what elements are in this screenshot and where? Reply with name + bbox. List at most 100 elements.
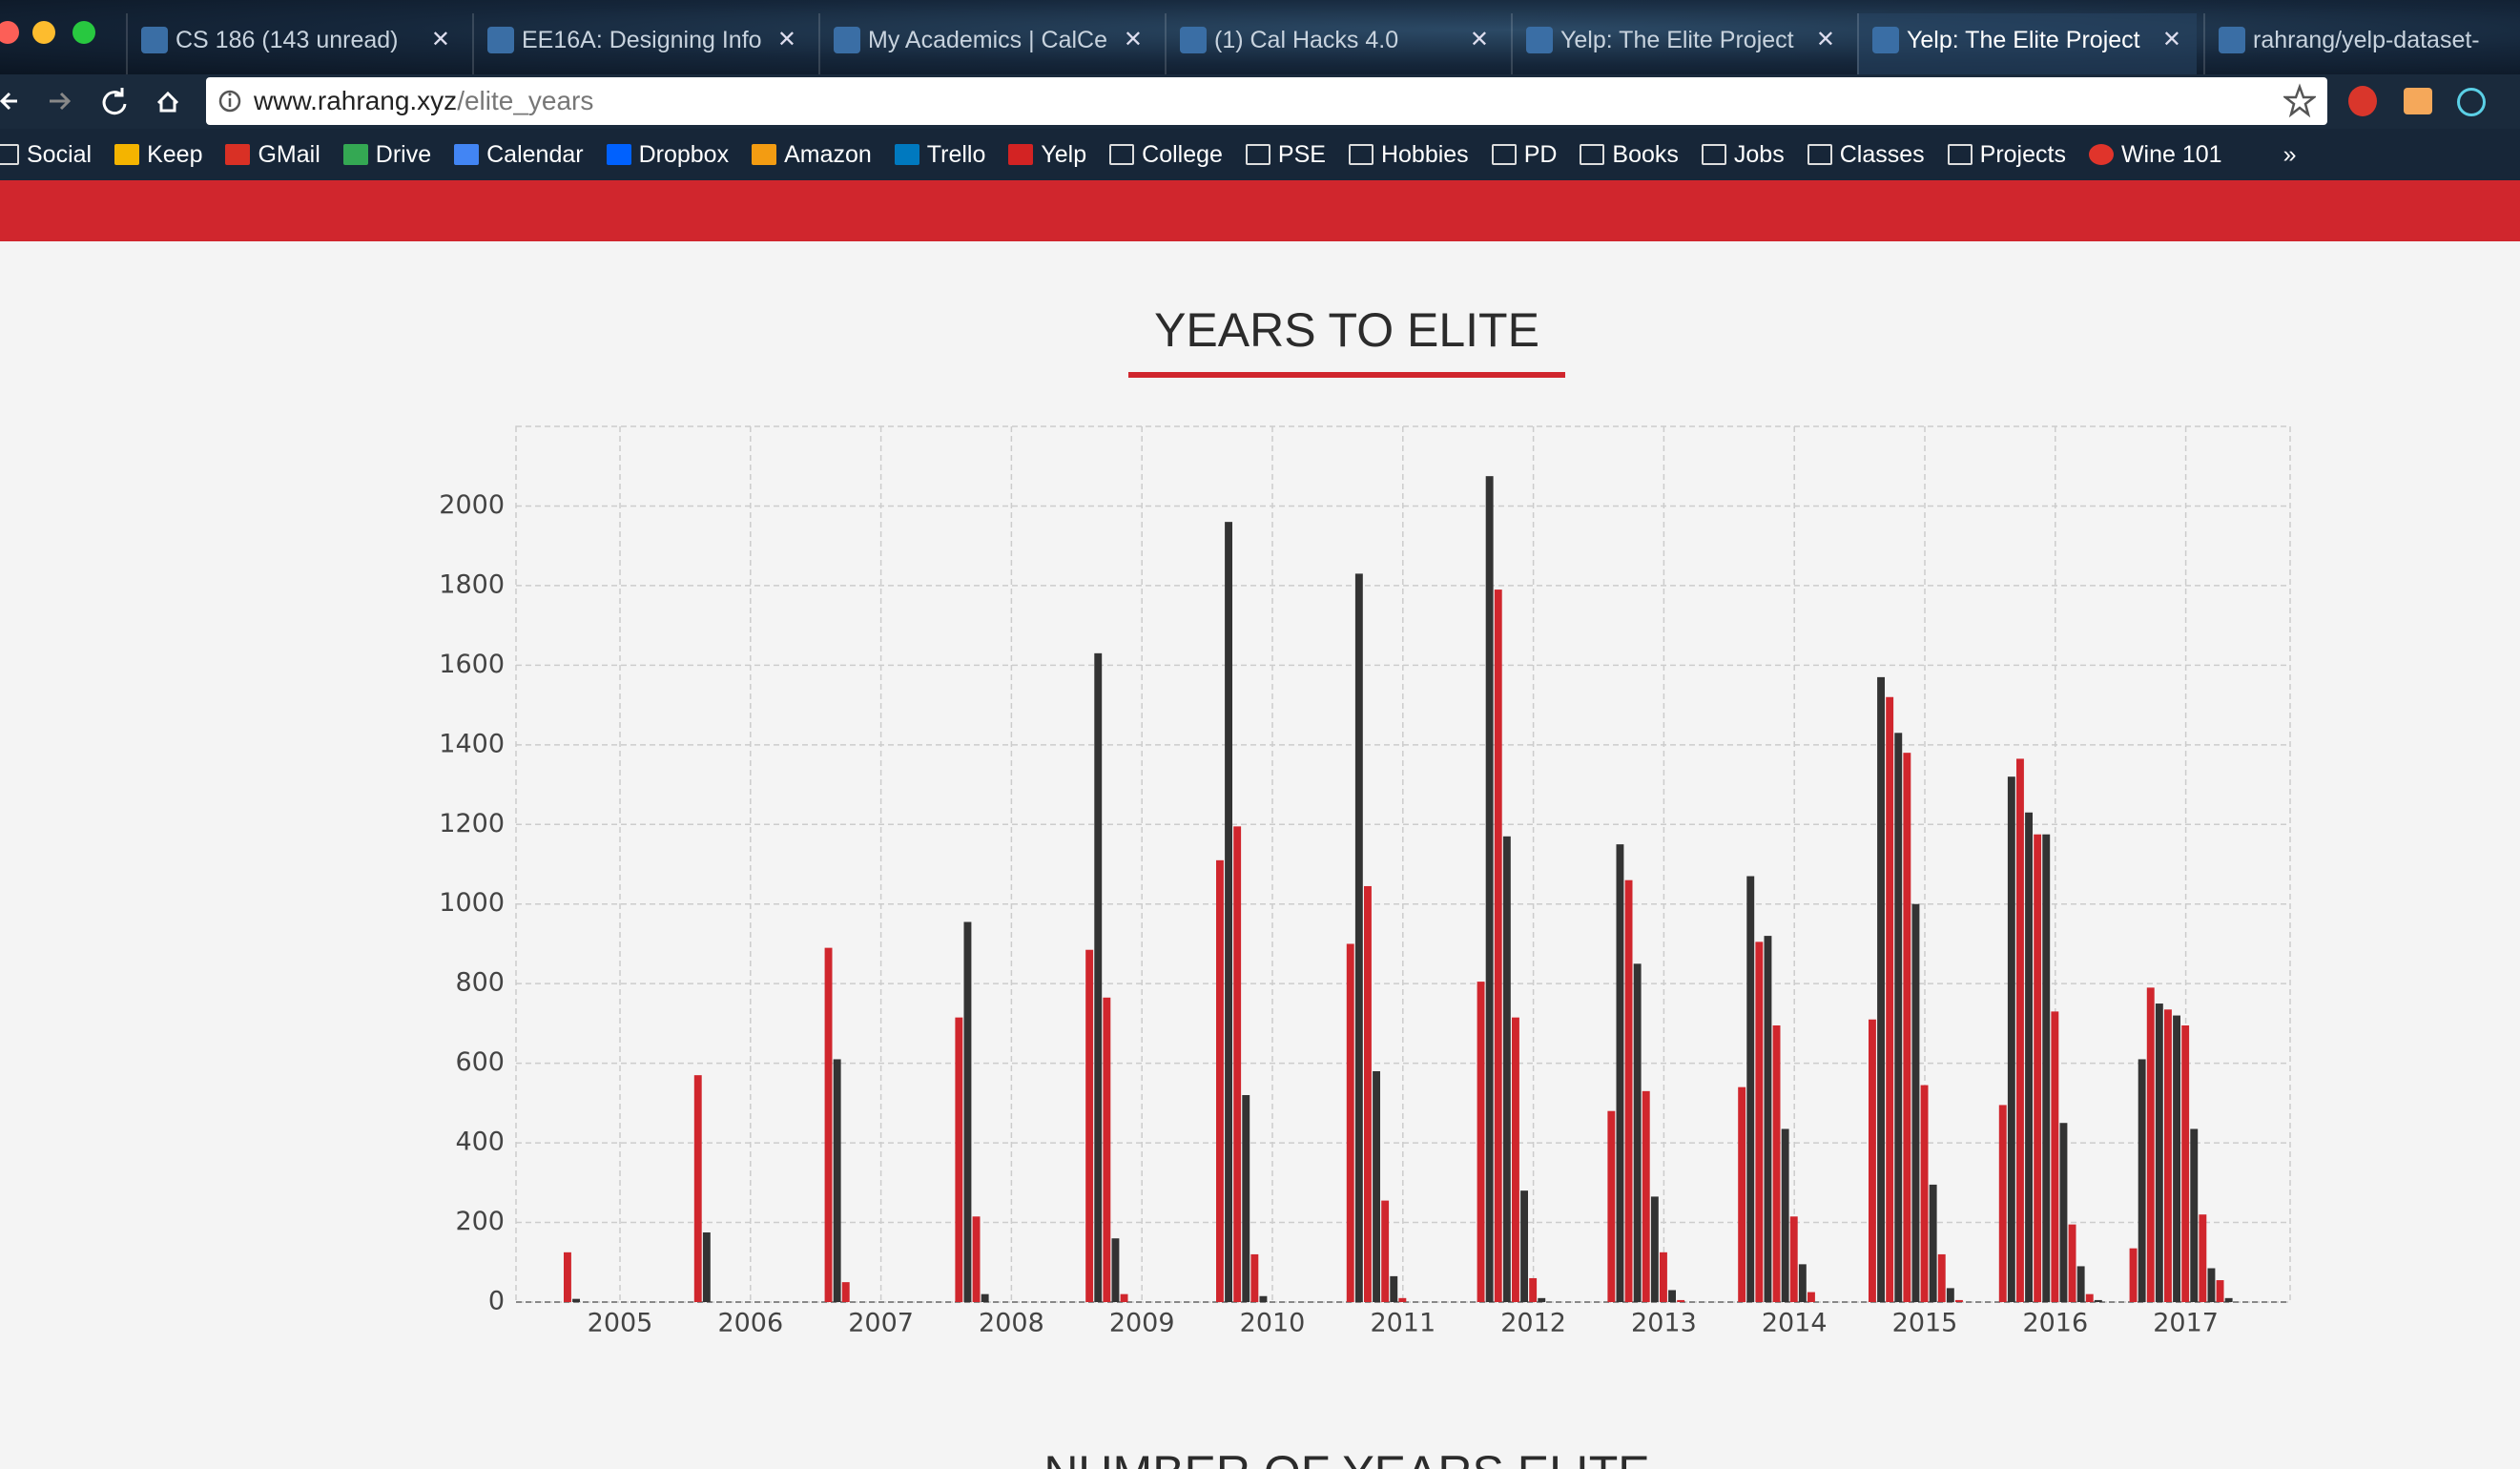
bookmark-icon bbox=[1701, 144, 1726, 165]
bar bbox=[1877, 676, 1885, 1302]
x-tick-label: 2013 bbox=[1631, 1309, 1697, 1338]
bar bbox=[1998, 1105, 2007, 1302]
tab-title: (1) Cal Hacks 4.0 bbox=[1214, 27, 1399, 53]
bookmark-label: Trello bbox=[926, 140, 986, 168]
bar bbox=[1624, 879, 1633, 1302]
tab[interactable]: Yelp: The Elite Project ✕ bbox=[1857, 13, 2197, 74]
section-title: NUMBER OF YEARS ELITE bbox=[1043, 1446, 1649, 1469]
bookmark[interactable]: GMail bbox=[225, 141, 320, 169]
bar bbox=[2190, 1128, 2199, 1302]
nav-buttons bbox=[0, 88, 179, 115]
tab[interactable]: My Academics | CalCe ✕ bbox=[818, 13, 1158, 74]
y-tick-label: 800 bbox=[455, 968, 505, 998]
bookmark-icon bbox=[1245, 144, 1270, 165]
toolbar: www.rahrang.xyz/elite_years bbox=[0, 74, 2520, 129]
minimize-button[interactable] bbox=[32, 21, 55, 44]
bookmark-star[interactable] bbox=[2283, 77, 2316, 125]
bar bbox=[1354, 573, 1363, 1302]
bookmark-icon bbox=[2088, 144, 2114, 165]
forward-button[interactable] bbox=[50, 92, 72, 111]
tab-close[interactable]: ✕ bbox=[430, 27, 450, 52]
bar bbox=[1894, 733, 1903, 1302]
tab[interactable]: (1) Cal Hacks 4.0 ✕ bbox=[1165, 13, 1504, 74]
bookmark[interactable]: Dropbox bbox=[606, 141, 729, 169]
bar bbox=[572, 1298, 580, 1302]
tab-close[interactable]: ✕ bbox=[2161, 27, 2181, 52]
tab-icon bbox=[1526, 27, 1553, 53]
omnibox[interactable]: www.rahrang.xyz/elite_years bbox=[206, 77, 2327, 125]
y-tick-label: 200 bbox=[455, 1207, 505, 1236]
bookmark-label: Keep bbox=[147, 140, 203, 168]
bookmark[interactable]: Classes bbox=[1807, 141, 1925, 169]
x-tick-label: 2010 bbox=[1240, 1309, 1306, 1338]
bar bbox=[1911, 903, 1920, 1302]
bar bbox=[1364, 885, 1372, 1302]
tab-close[interactable]: ✕ bbox=[1815, 27, 1835, 52]
bookmark-label: College bbox=[1142, 140, 1223, 168]
tab-bar: CS 186 (143 unread) ✕ EE16A: Designing Inf… bbox=[0, 0, 2520, 74]
bookmark[interactable]: Books bbox=[1580, 140, 1679, 169]
bookmark[interactable]: College bbox=[1109, 141, 1223, 169]
bar bbox=[1111, 1238, 1120, 1302]
y-tick-label: 1400 bbox=[439, 729, 505, 758]
bar bbox=[1502, 836, 1511, 1302]
zoom-button[interactable] bbox=[72, 21, 95, 44]
extension-icon[interactable] bbox=[2404, 88, 2432, 114]
bar bbox=[1103, 997, 1111, 1302]
x-tick-label: 2016 bbox=[2022, 1309, 2088, 1338]
tab[interactable]: EE16A: Designing Info ✕ bbox=[472, 13, 812, 74]
bookmark[interactable]: PD bbox=[1491, 141, 1557, 169]
tab[interactable]: CS 186 (143 unread) ✕ bbox=[126, 13, 465, 74]
bar bbox=[1233, 826, 1242, 1302]
bookmark[interactable]: Social bbox=[0, 141, 92, 169]
y-tick-label: 600 bbox=[455, 1047, 505, 1077]
close-button[interactable] bbox=[0, 21, 19, 44]
bar bbox=[1225, 522, 1232, 1302]
bookmark[interactable]: PSE bbox=[1245, 141, 1326, 169]
home-button[interactable] bbox=[156, 91, 179, 113]
bar bbox=[564, 1252, 571, 1302]
bookmark-icon bbox=[342, 144, 368, 165]
bar bbox=[2224, 1297, 2233, 1302]
bar bbox=[2085, 1293, 2094, 1302]
bar bbox=[1738, 1086, 1746, 1302]
reload-button[interactable] bbox=[102, 88, 127, 115]
bar bbox=[1903, 753, 1911, 1302]
tab-close[interactable]: ✕ bbox=[1123, 27, 1143, 52]
bar bbox=[1512, 1017, 1519, 1302]
tab-title: My Academics | CalCe bbox=[868, 27, 1108, 53]
back-button[interactable] bbox=[0, 92, 17, 111]
bookmark[interactable]: Calendar bbox=[454, 141, 584, 169]
bookmark[interactable]: Projects bbox=[1947, 141, 2066, 169]
tab[interactable]: Yelp: The Elite Project ✕ bbox=[1511, 13, 1850, 74]
bar bbox=[1398, 1297, 1407, 1302]
bookmark[interactable]: Jobs bbox=[1701, 141, 1785, 169]
bar bbox=[1085, 949, 1094, 1302]
bar bbox=[1259, 1295, 1268, 1302]
bookmark[interactable]: Yelp bbox=[1008, 141, 1086, 169]
bookmark[interactable]: Amazon bbox=[752, 141, 872, 169]
extension-icon[interactable] bbox=[2348, 86, 2377, 116]
bookmark-label: Books bbox=[1612, 140, 1679, 168]
bookmark[interactable]: Keep bbox=[114, 141, 202, 169]
bookmark[interactable]: Wine 101 bbox=[2088, 141, 2222, 169]
bookmark[interactable]: Hobbies bbox=[1348, 141, 1469, 169]
bar bbox=[1807, 1292, 1815, 1302]
tab-icon bbox=[487, 27, 514, 53]
bar bbox=[1677, 1299, 1685, 1302]
x-tick-label: 2008 bbox=[979, 1309, 1044, 1338]
bookmark-icon bbox=[1947, 144, 1973, 165]
tab-close[interactable]: ✕ bbox=[776, 27, 796, 52]
x-tick-label: 2005 bbox=[588, 1309, 653, 1338]
bookmark-label: Drive bbox=[375, 140, 432, 168]
bookmarks-overflow[interactable]: » bbox=[2282, 140, 2297, 168]
bar bbox=[1529, 1277, 1538, 1302]
bookmark[interactable]: Trello bbox=[894, 140, 986, 169]
tab-icon bbox=[141, 27, 168, 53]
tab-close[interactable]: ✕ bbox=[1469, 27, 1489, 52]
bar bbox=[1668, 1290, 1676, 1302]
tab[interactable]: rahrang/yelp-dataset- bbox=[2203, 13, 2520, 74]
bookmark[interactable]: Drive bbox=[342, 140, 432, 169]
extension-icon[interactable] bbox=[2457, 88, 2486, 116]
chart: YEARS TO ELITE NUMBER OF YEARS ELITE 0 20… bbox=[439, 303, 2291, 1469]
